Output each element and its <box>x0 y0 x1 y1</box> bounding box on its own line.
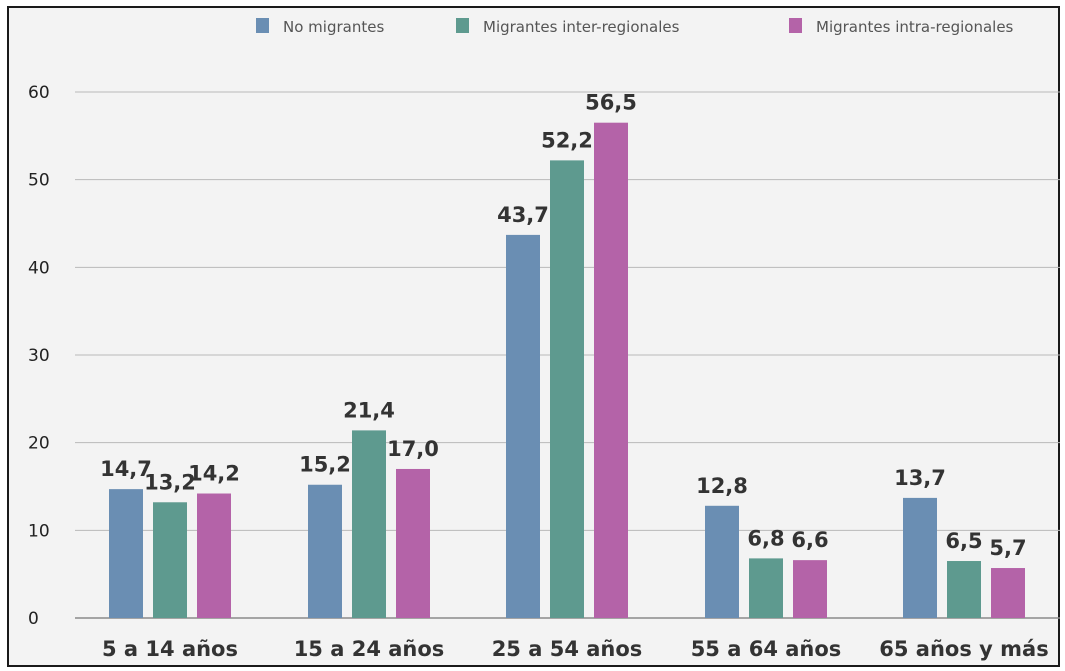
legend-entry: Migrantes inter-regionales <box>483 18 680 36</box>
data-label: 6,8 <box>747 526 784 550</box>
legend-entry: Migrantes intra-regionales <box>816 18 1014 36</box>
x-tick-label: 15 a 24 años <box>294 637 445 661</box>
x-tick-label: 5 a 14 años <box>102 637 238 661</box>
bar <box>109 489 143 618</box>
bar <box>506 234 540 618</box>
data-label: 13,7 <box>894 466 946 490</box>
legend-swatch <box>456 18 469 33</box>
legend: No migrantes Migrantes inter-regionales Mi… <box>256 18 1014 36</box>
bar <box>947 561 981 618</box>
data-label: 6,5 <box>945 529 982 553</box>
y-tick-label: 10 <box>28 521 50 541</box>
data-label: 6,6 <box>791 528 828 552</box>
data-label: 15,2 <box>299 453 351 477</box>
y-axis-ticks: 0 10 20 30 40 50 60 <box>28 83 50 629</box>
data-label: 56,5 <box>585 91 637 115</box>
y-tick-label: 40 <box>28 258 50 278</box>
y-tick-label: 20 <box>28 434 50 454</box>
data-label: 13,2 <box>144 470 196 494</box>
bars <box>109 122 1025 618</box>
bar <box>991 568 1025 618</box>
y-tick-label: 30 <box>28 346 50 366</box>
data-label: 43,7 <box>497 203 549 227</box>
bar <box>153 502 187 618</box>
y-tick-label: 0 <box>28 609 39 629</box>
x-axis-labels: 5 a 14 años 15 a 24 años 25 a 54 años 55 a … <box>102 637 1049 661</box>
bar <box>594 122 628 618</box>
y-tick-label: 60 <box>28 83 50 103</box>
legend-swatch <box>256 18 269 33</box>
legend-swatch <box>789 18 802 33</box>
bar <box>550 160 584 618</box>
bar <box>903 497 937 618</box>
bar <box>197 493 231 618</box>
x-tick-label: 25 a 54 años <box>492 637 643 661</box>
data-label: 14,2 <box>188 462 240 486</box>
data-label: 12,8 <box>696 474 748 498</box>
bar <box>352 430 386 618</box>
bar <box>793 560 827 618</box>
data-label: 21,4 <box>343 398 395 422</box>
bar <box>396 468 430 618</box>
value-labels: 14,713,214,2 15,2 21,4 17,0 43,7 52,2 56,5 12,8… <box>100 91 1027 560</box>
bar <box>308 484 342 618</box>
data-label: 5,7 <box>989 536 1026 560</box>
data-label: 17,0 <box>387 437 439 461</box>
data-label: 52,2 <box>541 128 593 152</box>
x-tick-label: 55 a 64 años <box>691 637 842 661</box>
x-tick-label: 65 años y más <box>879 637 1048 661</box>
data-label: 14,7 <box>100 457 152 481</box>
legend-entry: No migrantes <box>283 18 384 36</box>
bar <box>749 558 783 618</box>
y-tick-label: 50 <box>28 171 50 191</box>
bar <box>705 505 739 618</box>
